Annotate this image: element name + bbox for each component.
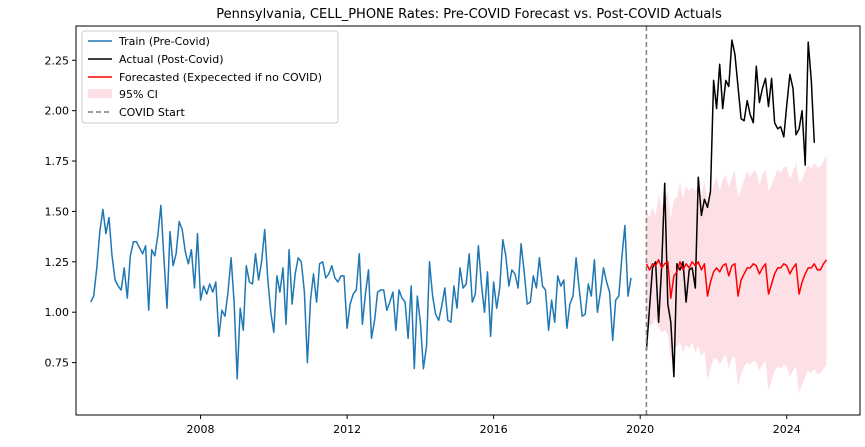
legend-label-forecast: Forecasted (Expecected if no COVID) <box>119 71 322 84</box>
actual-series-line <box>645 39 816 378</box>
legend-box <box>81 30 339 124</box>
x-tick-label: 2012 <box>333 423 361 436</box>
legend-swatch-ci <box>88 89 112 98</box>
y-tick-label: 1.00 <box>45 306 70 319</box>
x-tick-label: 2024 <box>773 423 801 436</box>
legend-label-covid: COVID Start <box>119 106 185 119</box>
y-tick-label: 1.50 <box>45 205 70 218</box>
y-tick-label: 0.75 <box>45 357 70 370</box>
plot-frame <box>75 25 861 416</box>
x-tick-label: 2008 <box>187 423 215 436</box>
legend: Train (Pre-Covid) Actual (Post-Covid) Fo… <box>81 30 339 124</box>
y-tick-label: 2.25 <box>45 54 70 67</box>
y-tick-label: 1.75 <box>45 155 70 168</box>
y-tick-label: 1.25 <box>45 256 70 269</box>
y-tick-label: 2.00 <box>45 105 70 118</box>
legend-label-ci: 95% CI <box>119 88 158 101</box>
x-tick-label: 2020 <box>626 423 654 436</box>
x-tick-label: 2016 <box>480 423 508 436</box>
legend-label-train: Train (Pre-Covid) <box>118 35 210 48</box>
y-axis: 0.75 1.00 1.25 1.50 1.75 2.00 2.25 <box>45 54 76 370</box>
chart-title: Pennsylvania, CELL_PHONE Rates: Pre-COVI… <box>216 7 722 22</box>
train-series-line <box>90 204 632 380</box>
x-axis: 2008 2012 2016 2020 2024 <box>187 415 801 436</box>
legend-label-actual: Actual (Post-Covid) <box>119 53 223 66</box>
forecast-series-line <box>645 259 828 299</box>
series-layer <box>90 39 828 380</box>
